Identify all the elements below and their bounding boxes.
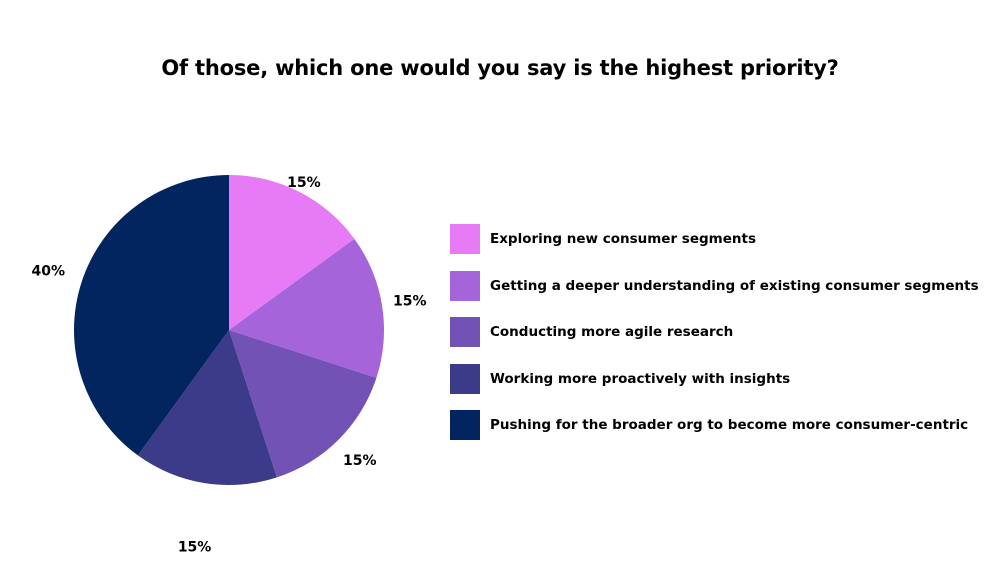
legend-label: Exploring new consumer segments <box>490 231 756 247</box>
legend-swatch <box>450 270 480 301</box>
slice-percent-label: 15% <box>343 453 377 469</box>
pie-slice <box>73 175 229 456</box>
legend-swatch <box>450 224 480 254</box>
slice-percent-label: 40% <box>32 263 66 279</box>
legend-item: Exploring new consumer segments <box>450 224 979 254</box>
legend-label: Pushing for the broader org to become mo… <box>490 417 969 433</box>
legend-swatch <box>450 410 480 440</box>
slice-percent-label: 15% <box>178 539 212 555</box>
legend-swatch <box>450 317 480 347</box>
legend-item: Getting a deeper understanding of existi… <box>450 270 979 301</box>
pie-slice <box>229 175 355 330</box>
pie-slice <box>229 238 385 378</box>
legend-swatch <box>450 363 480 394</box>
legend-item: Conducting more agile research <box>450 317 979 347</box>
pie-slice <box>137 330 277 485</box>
slice-percent-label: 15% <box>393 293 427 309</box>
slice-percent-label: 15% <box>287 175 321 191</box>
legend-label: Working more proactively with insights <box>490 370 791 387</box>
legend: Exploring new consumer segments Getting … <box>450 224 979 457</box>
legend-label: Conducting more agile research <box>490 324 734 340</box>
legend-item: Working more proactively with insights <box>450 363 979 394</box>
chart-title: Of those, which one would you say is the… <box>161 56 839 80</box>
pie-slice <box>229 330 377 478</box>
legend-label: Getting a deeper understanding of existi… <box>490 277 979 294</box>
legend-item: Pushing for the broader org to become mo… <box>450 410 979 440</box>
